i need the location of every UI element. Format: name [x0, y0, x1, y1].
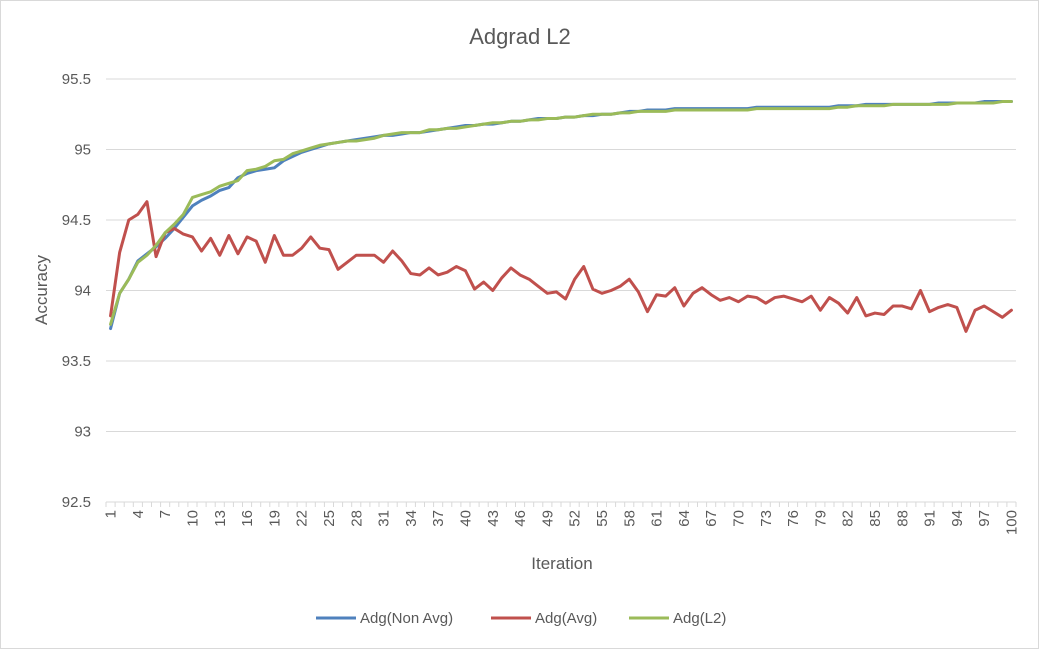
legend-label: Adg(Avg)	[535, 610, 597, 627]
x-axis: 1 4 7 10 13 16 19 22 25 28 31 34 37 40 43 46 49 52 55 58 61 6…	[103, 501, 1020, 535]
legend-label: Adg(L2)	[673, 610, 726, 627]
gridlines	[106, 78, 1016, 432]
y-axis-ticks: 92.5 93 93.5 94 94.5 95 95.5	[62, 71, 91, 511]
y-tick-label: 95.5	[62, 71, 91, 88]
series-line-adg-l2	[109, 100, 1013, 326]
y-tick-label: 93	[74, 424, 91, 441]
x-tick-label: 40	[457, 510, 474, 527]
x-tick-label: 67	[703, 510, 720, 527]
x-tick-label: 58	[621, 510, 638, 527]
x-tick-label: 70	[730, 510, 747, 527]
y-axis-title: Accuracy	[32, 255, 51, 325]
x-tick-label: 76	[785, 510, 802, 527]
x-tick-label: 85	[867, 510, 884, 527]
x-tick-label: 7	[157, 510, 174, 518]
x-tick-label: 73	[758, 510, 775, 527]
y-tick-label: 93.5	[62, 353, 91, 370]
y-tick-label: 94.5	[62, 212, 91, 229]
x-tick-label: 37	[430, 510, 447, 527]
x-axis-title: Iteration	[531, 554, 592, 573]
legend: Adg(Non Avg) Adg(Avg) Adg(L2)	[316, 610, 726, 627]
x-tick-label: 34	[403, 510, 420, 527]
x-tick-label: 88	[894, 510, 911, 527]
x-tick-label: 49	[539, 510, 556, 527]
series-lines	[109, 100, 1013, 333]
x-tick-label: 28	[348, 510, 365, 527]
x-tick-label: 25	[321, 510, 338, 527]
legend-label: Adg(Non Avg)	[360, 610, 453, 627]
x-tick-label: 82	[840, 510, 857, 527]
y-tick-label: 92.5	[62, 494, 91, 511]
x-tick-label: 1	[103, 510, 120, 518]
x-tick-label: 97	[976, 510, 993, 527]
y-tick-label: 95	[74, 142, 91, 159]
x-tick-label: 16	[239, 510, 256, 527]
chart-title: Adgrad L2	[469, 24, 571, 49]
x-tick-label: 13	[212, 510, 229, 527]
x-tick-label: 43	[485, 510, 502, 527]
x-tick-label: 52	[567, 510, 584, 527]
x-tick-label: 91	[922, 510, 939, 527]
x-tick-label: 19	[266, 510, 283, 527]
x-tick-label: 94	[949, 510, 966, 527]
x-tick-label: 79	[812, 510, 829, 527]
x-tick-label: 22	[294, 510, 311, 527]
y-tick-label: 94	[74, 283, 91, 300]
x-tick-label: 4	[130, 510, 147, 518]
x-tick-label: 55	[594, 510, 611, 527]
x-tick-label: 61	[649, 510, 666, 527]
series-line-adg-avg	[109, 200, 1013, 333]
x-tick-label: 31	[376, 510, 393, 527]
x-tick-label: 64	[676, 510, 693, 527]
x-tick-label: 100	[1003, 510, 1020, 535]
x-tick-label: 10	[184, 510, 201, 527]
x-tick-label: 46	[512, 510, 529, 527]
